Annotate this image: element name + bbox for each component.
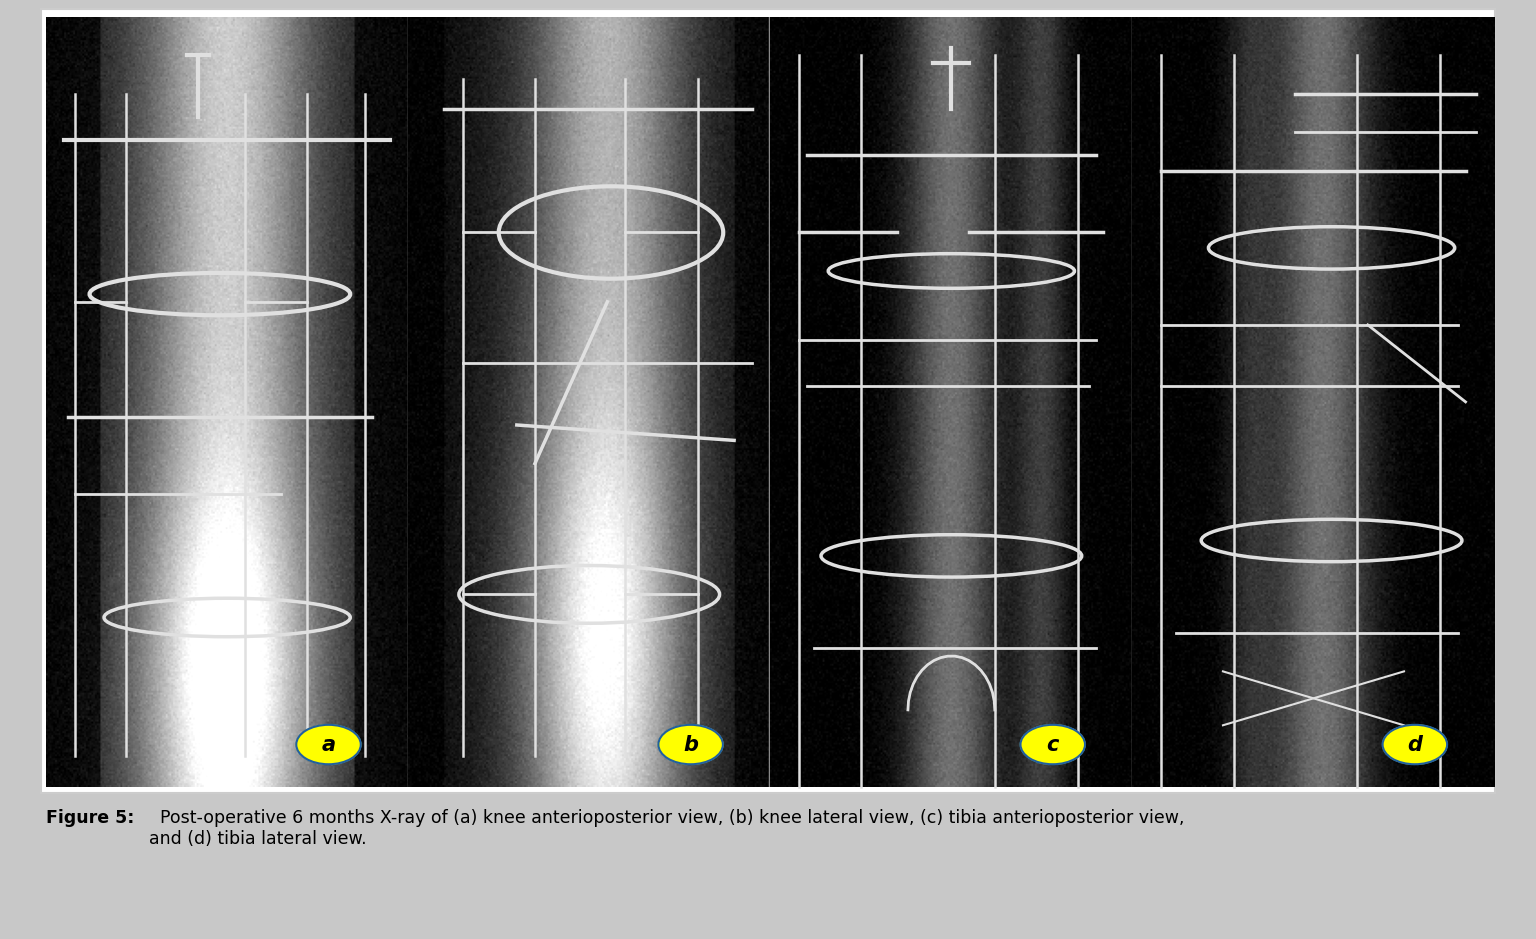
Circle shape bbox=[1382, 725, 1447, 764]
Text: c: c bbox=[1046, 734, 1058, 755]
Circle shape bbox=[1020, 725, 1084, 764]
Text: Post-operative 6 months X-ray of (a) knee anterioposterior view, (b) knee latera: Post-operative 6 months X-ray of (a) kne… bbox=[149, 809, 1184, 848]
Circle shape bbox=[659, 725, 723, 764]
Text: Figure 5:: Figure 5: bbox=[46, 809, 135, 827]
Text: d: d bbox=[1407, 734, 1422, 755]
Text: a: a bbox=[321, 734, 335, 755]
FancyBboxPatch shape bbox=[41, 9, 1495, 793]
Circle shape bbox=[296, 725, 361, 764]
Text: b: b bbox=[684, 734, 699, 755]
